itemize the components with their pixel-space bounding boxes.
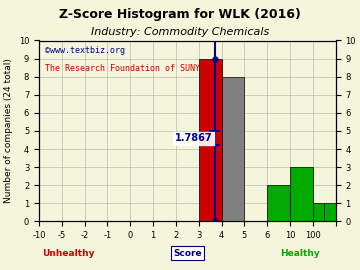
Text: Score: Score: [173, 248, 202, 258]
Bar: [221, 77, 244, 221]
Text: Z-Score Histogram for WLK (2016): Z-Score Histogram for WLK (2016): [59, 8, 301, 21]
Text: The Research Foundation of SUNY: The Research Foundation of SUNY: [45, 64, 200, 73]
Text: ©www.textbiz.org: ©www.textbiz.org: [45, 46, 125, 55]
Bar: [324, 203, 336, 221]
Text: Industry: Commodity Chemicals: Industry: Commodity Chemicals: [91, 27, 269, 37]
Bar: [290, 167, 313, 221]
Text: Unhealthy: Unhealthy: [42, 248, 95, 258]
Text: 1.7867: 1.7867: [175, 133, 212, 143]
Bar: [313, 203, 324, 221]
Y-axis label: Number of companies (24 total): Number of companies (24 total): [4, 59, 13, 203]
Text: Healthy: Healthy: [280, 248, 320, 258]
Bar: [199, 59, 221, 221]
Bar: [267, 185, 290, 221]
